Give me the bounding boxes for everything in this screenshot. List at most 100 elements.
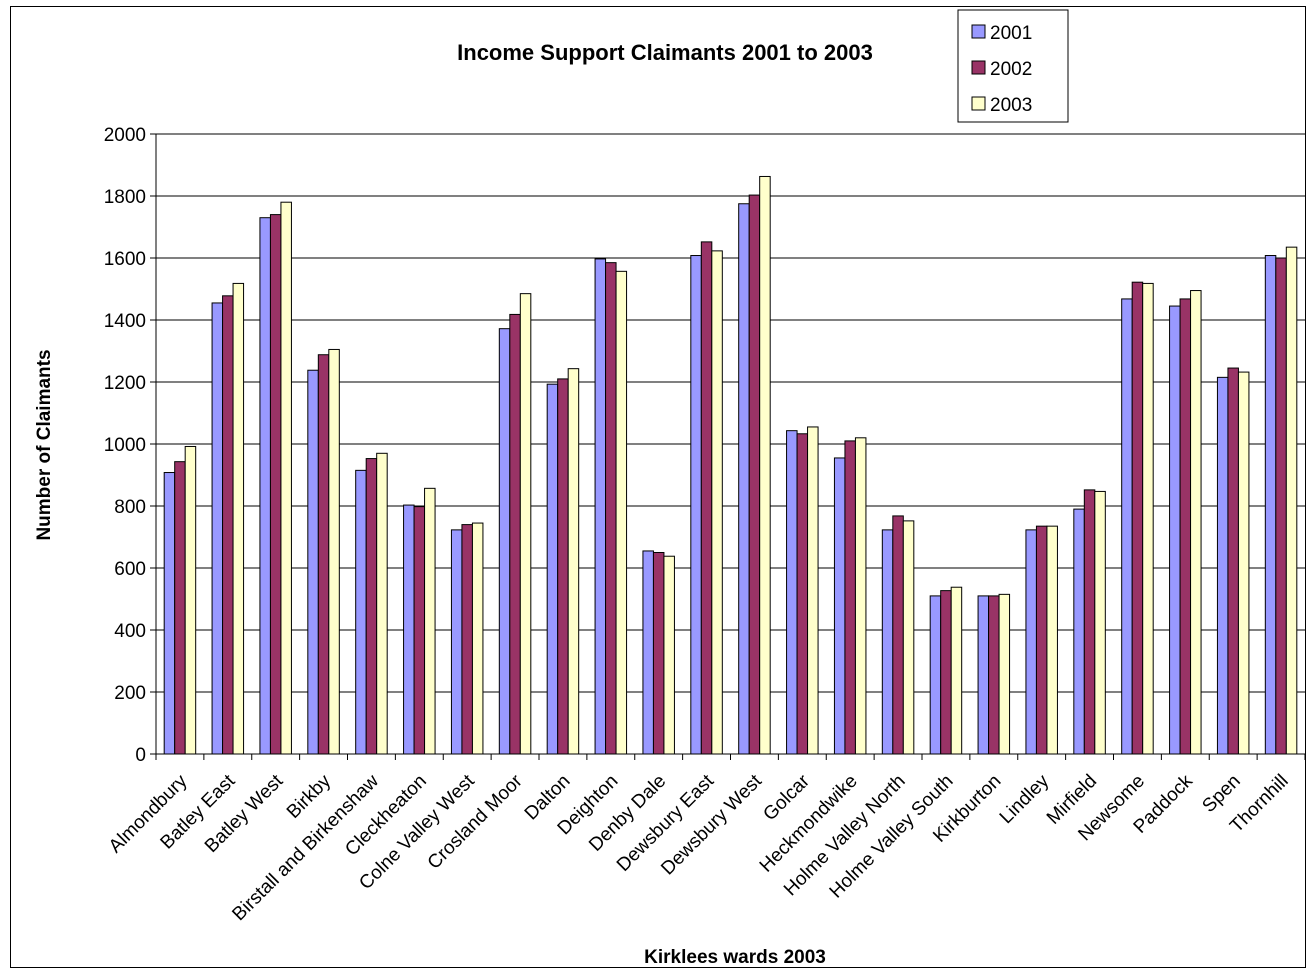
bar-2001-3 — [307, 369, 319, 755]
bar-2002-15 — [892, 515, 904, 755]
bar-2001-10 — [642, 550, 654, 755]
bar-2001-13 — [786, 430, 798, 755]
bar-2001-7 — [498, 328, 511, 755]
bar-2002-0 — [174, 461, 186, 755]
bar-2002-2 — [269, 214, 282, 755]
bar-2002-12 — [748, 194, 761, 755]
y-tick-label: 1600 — [104, 249, 146, 270]
bar-2001-5 — [403, 504, 415, 755]
bar-2001-23 — [1264, 255, 1277, 755]
bar-2002-20 — [1131, 281, 1144, 755]
bar-2003-14 — [854, 437, 867, 755]
bar-2002-19 — [1083, 489, 1096, 755]
bar-2003-1 — [232, 282, 245, 755]
bar-2001-11 — [690, 255, 702, 755]
bar-2002-13 — [796, 433, 809, 755]
bar-2003-23 — [1285, 246, 1298, 755]
bar-2002-7 — [509, 313, 521, 755]
legend-swatch-2002 — [971, 60, 986, 75]
bar-2001-15 — [881, 529, 894, 755]
bar-2003-17 — [998, 593, 1011, 755]
bar-2003-8 — [567, 368, 580, 755]
bar-2002-14 — [844, 440, 856, 755]
y-tick-label: 1800 — [104, 187, 146, 208]
bar-2002-17 — [988, 595, 1000, 755]
bar-2003-21 — [1190, 290, 1202, 755]
bar-2002-9 — [605, 262, 617, 755]
bar-2002-8 — [557, 378, 569, 755]
bar-2003-12 — [759, 175, 771, 755]
bar-2002-21 — [1179, 298, 1192, 755]
bar-2003-13 — [807, 426, 819, 755]
y-tick-label: 800 — [114, 497, 146, 518]
bar-2001-4 — [355, 469, 367, 755]
bar-2001-8 — [546, 383, 559, 755]
bar-2003-18 — [1046, 525, 1058, 755]
bar-2001-1 — [211, 302, 224, 755]
y-tick-label: 1400 — [104, 311, 146, 332]
legend-swatch-2003 — [971, 96, 986, 111]
bar-2001-2 — [259, 217, 271, 755]
bar-2002-5 — [413, 506, 426, 755]
legend-label-2002: 2002 — [990, 59, 1032, 80]
y-tick-label: 1200 — [104, 373, 146, 394]
bar-2001-6 — [450, 529, 463, 755]
x-axis-title: Kirklees wards 2003 — [644, 947, 826, 968]
x-tick-label: Lindley — [996, 770, 1054, 828]
bar-2001-9 — [594, 258, 607, 755]
bar-2002-1 — [222, 295, 234, 755]
bar-2003-6 — [471, 522, 484, 755]
bar-2002-18 — [1035, 525, 1048, 755]
bar-2003-0 — [184, 445, 197, 755]
legend-swatch-2001 — [971, 24, 986, 39]
bar-2003-5 — [424, 487, 436, 755]
bar-2002-6 — [461, 524, 473, 755]
bar-2003-15 — [902, 520, 915, 755]
bar-2001-16 — [929, 595, 942, 755]
gridlines — [156, 133, 1305, 693]
y-tick-label: 1000 — [104, 435, 146, 456]
bar-2001-21 — [1169, 305, 1181, 755]
y-axis-title: Number of Claimants — [34, 349, 55, 540]
bar-2003-7 — [519, 293, 532, 755]
y-tick-label: 200 — [114, 683, 146, 704]
bar-2002-23 — [1275, 257, 1287, 755]
bar-2003-20 — [1142, 282, 1154, 755]
y-tick-label: 600 — [114, 559, 146, 580]
y-tick-labels: 0 200 400 600 800 1000 1200 1400 1600 1800 2000 — [104, 125, 146, 766]
bar-2001-14 — [833, 457, 846, 755]
legend-label-2003: 2003 — [990, 95, 1032, 116]
legend: 2001 2002 2003 — [957, 9, 1069, 123]
y-tick-label: 0 — [135, 745, 146, 766]
bar-2001-22 — [1216, 376, 1229, 755]
bar-2002-11 — [700, 241, 713, 755]
bar-2001-12 — [738, 203, 750, 755]
bar-2002-4 — [365, 458, 378, 755]
bar-2003-3 — [328, 348, 340, 755]
bar-2003-2 — [280, 201, 292, 755]
bar-2002-16 — [940, 590, 952, 755]
y-tick-label: 2000 — [104, 125, 146, 146]
legend-label-2001: 2001 — [990, 23, 1032, 44]
bar-2003-22 — [1237, 371, 1250, 755]
bar-2003-16 — [950, 586, 963, 755]
bar-2003-10 — [663, 555, 675, 755]
bar-2003-19 — [1094, 490, 1106, 755]
bar-2002-22 — [1227, 367, 1239, 755]
bar-2001-19 — [1073, 508, 1085, 755]
chart-title: Income Support Claimants 2001 to 2003 — [457, 40, 873, 65]
bar-2001-18 — [1025, 529, 1037, 755]
bar-2001-0 — [163, 472, 176, 755]
bar-2003-4 — [376, 452, 388, 755]
bars — [163, 175, 1298, 755]
bar-2001-17 — [977, 595, 990, 755]
axes — [150, 133, 1306, 760]
bar-2001-20 — [1121, 298, 1133, 755]
y-tick-label: 400 — [114, 621, 146, 642]
bar-2002-3 — [317, 354, 330, 755]
bar-2002-10 — [652, 552, 665, 755]
bar-2003-11 — [711, 250, 723, 755]
bar-2003-9 — [615, 270, 628, 755]
